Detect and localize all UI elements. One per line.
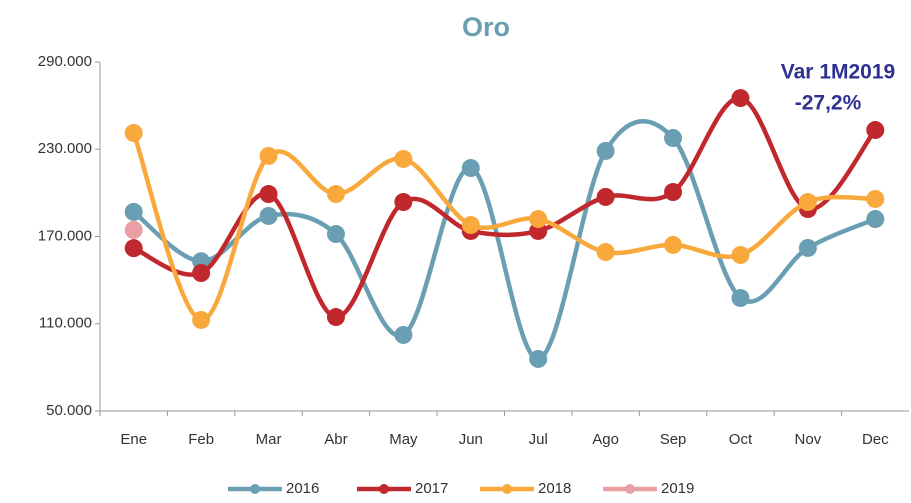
marker: [259, 206, 278, 225]
marker: [529, 210, 548, 229]
x-tick-label: Mar: [256, 431, 282, 448]
marker: [394, 193, 413, 212]
marker: [124, 239, 143, 258]
legend-marker: [379, 484, 389, 494]
marker: [866, 189, 885, 208]
annotation: Var 1M2019: [781, 61, 895, 84]
marker: [326, 225, 345, 244]
annotation: -27,2%: [795, 92, 862, 115]
marker: [326, 308, 345, 327]
marker: [461, 159, 480, 178]
marker: [124, 123, 143, 142]
y-tick-label: 290.000: [38, 53, 92, 70]
marker: [664, 129, 683, 148]
marker: [798, 193, 817, 212]
x-tick-label: Feb: [188, 431, 214, 448]
x-tick-label: Abr: [324, 431, 347, 448]
marker: [731, 289, 750, 308]
x-tick-label: Jun: [459, 431, 483, 448]
x-tick-label: Nov: [795, 431, 822, 448]
marker: [866, 121, 885, 140]
marker: [192, 263, 211, 282]
x-tick-label: Ago: [592, 431, 619, 448]
marker: [731, 245, 750, 264]
legend-marker: [250, 484, 260, 494]
legend-label: 2018: [538, 480, 571, 497]
legend-marker: [502, 484, 512, 494]
y-tick-label: 110.000: [39, 315, 92, 332]
marker: [259, 185, 278, 204]
x-tick-label: Dec: [862, 431, 889, 448]
y-tick-label: 170.000: [38, 227, 92, 244]
marker: [461, 216, 480, 235]
marker: [259, 146, 278, 165]
marker: [664, 183, 683, 202]
marker: [124, 220, 143, 239]
marker: [394, 149, 413, 168]
marker: [326, 185, 345, 204]
marker: [529, 349, 548, 368]
y-tick-label: 230.000: [38, 140, 92, 157]
marker: [394, 325, 413, 344]
marker: [596, 141, 615, 160]
legend-label: 2016: [286, 480, 319, 497]
marker: [124, 202, 143, 221]
legend-marker: [625, 484, 635, 494]
marker: [798, 238, 817, 257]
x-tick-label: Ene: [120, 431, 147, 448]
legend-label: 2017: [415, 480, 448, 497]
marker: [192, 310, 211, 329]
marker: [596, 243, 615, 262]
x-tick-label: May: [389, 431, 418, 448]
x-tick-label: Oct: [729, 431, 753, 448]
y-tick-label: 50.000: [46, 402, 92, 419]
legend-label: 2019: [661, 480, 694, 497]
marker: [596, 187, 615, 206]
series-line: [131, 130, 878, 323]
x-tick-label: Sep: [660, 431, 687, 448]
marker: [731, 89, 750, 108]
chart-title: Oro: [462, 12, 510, 42]
marker: [866, 210, 885, 229]
x-tick-label: Jul: [529, 431, 548, 448]
marker: [664, 235, 683, 254]
